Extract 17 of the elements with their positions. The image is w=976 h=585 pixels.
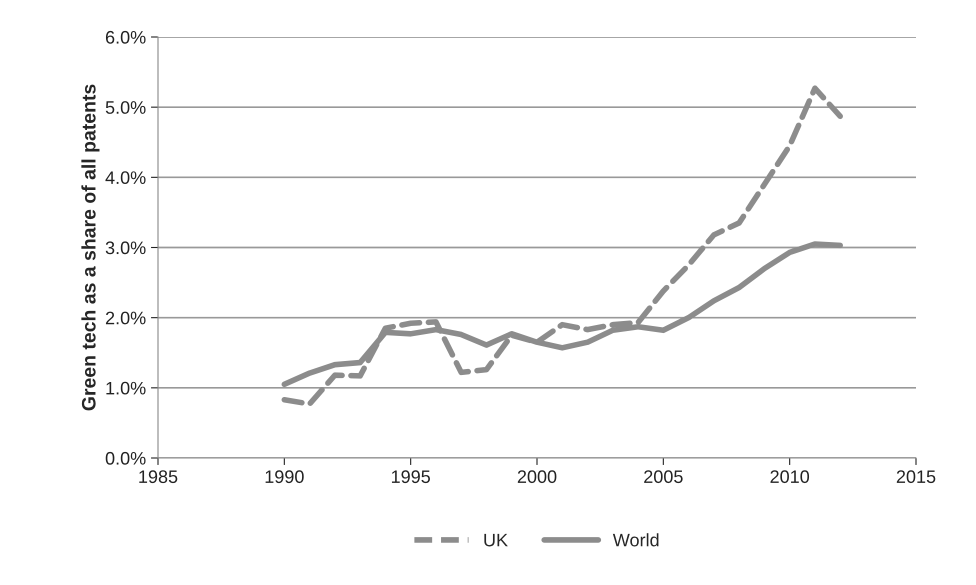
x-tick-label: 1995 (392, 470, 430, 484)
y-tick-label: 0.0% (106, 452, 146, 465)
legend-label: World (612, 533, 658, 546)
y-tick-label: 6.0% (106, 30, 146, 44)
y-tick-label: 1.0% (106, 382, 146, 395)
x-tick-label: 2010 (770, 470, 810, 484)
x-tick-label: 2005 (644, 470, 683, 484)
y-axis-title: Green tech as a share of all patents (81, 84, 100, 410)
y-tick-label: 5.0% (106, 101, 146, 114)
y-tick-label: 2.0% (106, 312, 146, 324)
x-tick-label: 1990 (266, 470, 304, 484)
y-tick-label: 4.0% (105, 171, 146, 184)
x-tick-label: 2000 (518, 470, 556, 484)
y-tick-label: 3.0% (106, 241, 146, 254)
x-tick-label: 1985 (139, 470, 178, 484)
x-tick-label: 2015 (896, 470, 936, 484)
legend-label: UK (484, 534, 508, 546)
